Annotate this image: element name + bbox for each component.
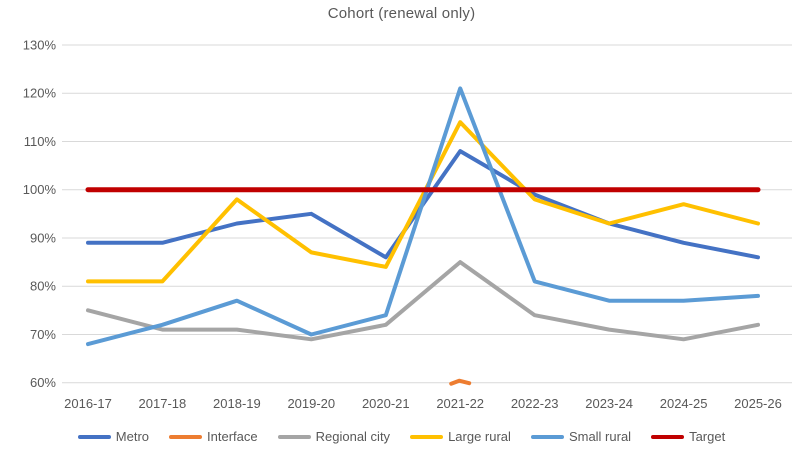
legend-item-target: Target <box>651 429 725 444</box>
y-tick-label: 80% <box>30 279 56 294</box>
legend-swatch-interface <box>169 434 203 439</box>
series-line-interface <box>449 378 472 386</box>
x-tick-label: 2019-20 <box>287 396 335 411</box>
legend-swatch-regional-city <box>277 434 311 439</box>
x-tick-label: 2025-26 <box>734 396 782 411</box>
x-tick-label: 2024-25 <box>660 396 708 411</box>
x-tick-label: 2022-23 <box>511 396 559 411</box>
legend-swatch-metro <box>77 434 111 439</box>
x-tick-label: 2016-17 <box>64 396 112 411</box>
x-tick-label: 2021-22 <box>436 396 484 411</box>
y-tick-label: 100% <box>23 182 57 197</box>
y-tick-label: 130% <box>23 38 57 53</box>
y-tick-label: 70% <box>30 327 56 342</box>
x-tick-label: 2023-24 <box>585 396 633 411</box>
series-line-regional-city <box>86 260 760 342</box>
legend-item-interface: Interface <box>169 429 258 444</box>
legend-label-metro: Metro <box>115 429 150 444</box>
y-tick-label: 120% <box>23 86 57 101</box>
chart-title: Cohort (renewal only) <box>327 5 476 22</box>
legend-label-large-rural: Large rural <box>448 429 511 444</box>
legend-swatch-large-rural <box>410 434 444 439</box>
x-tick-label: 2018-19 <box>213 396 261 411</box>
series-line-small-rural <box>86 86 760 347</box>
y-tick-label: 90% <box>30 231 56 246</box>
legend-label-regional-city: Regional city <box>315 429 391 444</box>
legend: Metro Interface Regional city Large rural Sm… <box>0 429 803 444</box>
x-tick-label: 2020-21 <box>362 396 410 411</box>
legend-label-target: Target <box>689 429 726 444</box>
legend-label-interface: Interface <box>207 429 258 444</box>
legend-item-regional-city: Regional city <box>277 429 391 444</box>
x-tick-label: 2017-18 <box>139 396 187 411</box>
legend-item-metro: Metro <box>77 429 150 444</box>
legend-swatch-small-rural <box>530 434 564 439</box>
legend-swatch-target <box>651 434 685 439</box>
legend-item-small-rural: Small rural <box>530 429 632 444</box>
y-tick-label: 60% <box>30 375 56 390</box>
legend-label-small-rural: Small rural <box>568 429 632 444</box>
series-line-large-rural <box>86 120 760 284</box>
legend-item-large-rural: Large rural <box>410 429 511 444</box>
y-tick-label: 110% <box>24 134 57 149</box>
